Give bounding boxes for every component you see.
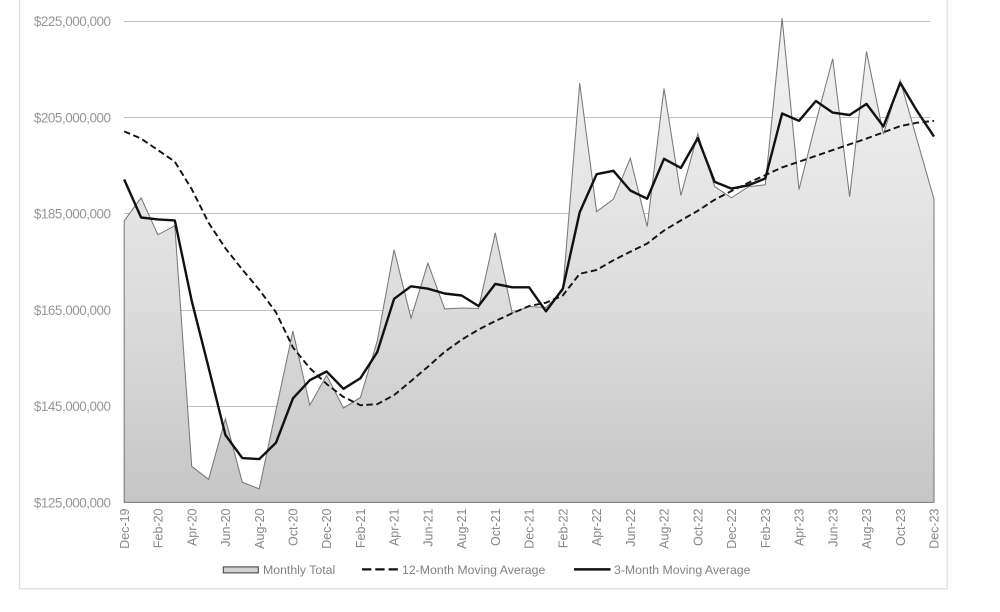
svg-text:Aug-20: Aug-20 <box>253 508 267 548</box>
svg-text:3-Month Moving Average: 3-Month Moving Average <box>614 563 751 577</box>
svg-text:$205,000,000: $205,000,000 <box>34 110 111 125</box>
svg-text:Aug-22: Aug-22 <box>658 508 672 548</box>
svg-text:Apr-20: Apr-20 <box>185 508 199 546</box>
svg-text:Oct-23: Oct-23 <box>894 508 908 546</box>
svg-text:Jun-23: Jun-23 <box>826 508 840 546</box>
svg-text:$125,000,000: $125,000,000 <box>34 495 111 510</box>
svg-text:Oct-20: Oct-20 <box>287 508 301 546</box>
svg-text:Feb-21: Feb-21 <box>354 508 368 548</box>
svg-text:Monthly Total: Monthly Total <box>263 563 335 577</box>
svg-text:Oct-22: Oct-22 <box>691 508 705 546</box>
svg-text:Apr-23: Apr-23 <box>793 508 807 546</box>
svg-text:$225,000,000: $225,000,000 <box>34 14 111 29</box>
svg-text:Feb-23: Feb-23 <box>759 508 773 548</box>
svg-text:Jun-21: Jun-21 <box>422 508 436 546</box>
svg-text:Dec-19: Dec-19 <box>118 508 132 548</box>
svg-text:Dec-23: Dec-23 <box>928 508 942 548</box>
svg-text:$185,000,000: $185,000,000 <box>34 207 111 222</box>
svg-text:$165,000,000: $165,000,000 <box>34 303 111 318</box>
svg-text:Feb-20: Feb-20 <box>152 508 166 548</box>
svg-text:Oct-21: Oct-21 <box>489 508 503 546</box>
svg-text:Dec-22: Dec-22 <box>725 508 739 548</box>
svg-text:Feb-22: Feb-22 <box>556 508 570 548</box>
svg-text:Aug-23: Aug-23 <box>860 508 874 548</box>
svg-text:Apr-21: Apr-21 <box>388 508 402 546</box>
svg-text:$145,000,000: $145,000,000 <box>34 399 111 414</box>
svg-text:Apr-22: Apr-22 <box>590 508 604 546</box>
svg-text:Dec-21: Dec-21 <box>523 508 537 548</box>
svg-text:Aug-21: Aug-21 <box>455 508 469 548</box>
svg-text:12-Month Moving Average: 12-Month Moving Average <box>402 563 545 577</box>
svg-text:Jun-20: Jun-20 <box>219 508 233 546</box>
svg-text:Jun-22: Jun-22 <box>624 508 638 546</box>
svg-text:Dec-20: Dec-20 <box>320 508 334 548</box>
